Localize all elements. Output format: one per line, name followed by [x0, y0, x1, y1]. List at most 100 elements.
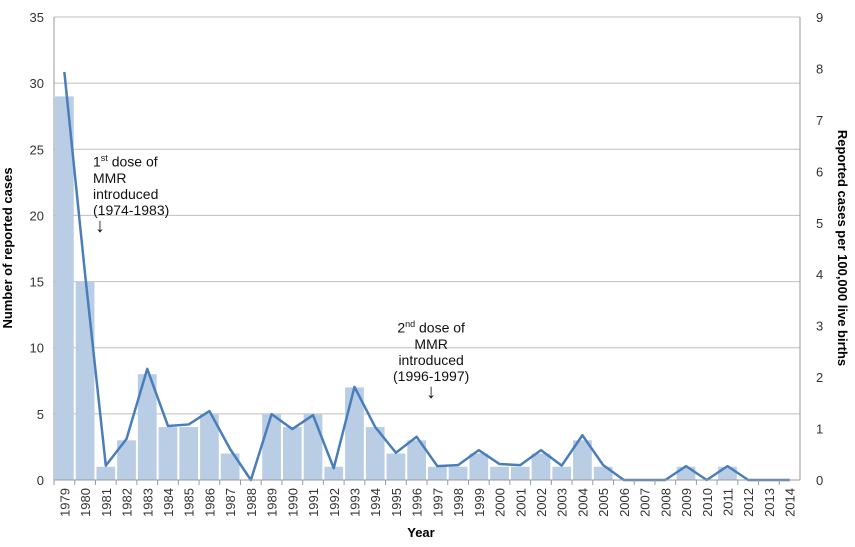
bar: [386, 453, 406, 480]
annotation-first-dose: 1st dose of MMR introduced (1974-1983) ↓: [93, 150, 170, 237]
x-tick-label: 1989: [265, 488, 280, 517]
x-tick-label: 2005: [596, 488, 611, 517]
annotation-sup: st: [100, 153, 108, 163]
x-tick-label: 2001: [513, 488, 528, 517]
x-tick-label: 1980: [78, 488, 93, 517]
x-axis-label: Year: [407, 525, 434, 540]
y2-tick-label: 7: [816, 113, 823, 128]
annotation-text: introduced: [398, 351, 464, 368]
x-tick-label: 1998: [451, 488, 466, 517]
x-tick-label: 2006: [617, 488, 632, 517]
x-tick-label: 2010: [700, 488, 715, 517]
bar: [200, 413, 219, 480]
x-tick-label: 1990: [285, 488, 300, 517]
bar: [676, 466, 696, 480]
x-tick-label: 1995: [389, 488, 404, 517]
x-tick-label: 2004: [575, 488, 590, 517]
bar: [55, 96, 74, 480]
bar: [718, 466, 737, 480]
y2-tick-label: 8: [816, 61, 823, 76]
x-tick-label: 2008: [658, 488, 673, 517]
x-tick-label: 2002: [534, 488, 549, 517]
bar: [448, 466, 468, 480]
bar: [365, 427, 385, 480]
x-tick-label: 1983: [140, 488, 155, 517]
bar: [137, 374, 157, 480]
x-tick-label: 1993: [347, 488, 362, 517]
x-tick-label: 1987: [223, 488, 238, 517]
y2-tick-label: 5: [816, 216, 823, 231]
x-tick-label: 1986: [202, 488, 217, 517]
bar: [573, 440, 592, 480]
y-tick-label: 15: [30, 275, 44, 290]
y2-tick-label: 3: [816, 319, 823, 334]
rate-line: [63, 71, 790, 482]
x-tick-label: 2014: [783, 488, 798, 517]
x-tick-label: 2009: [679, 488, 694, 517]
annotation-text: MMR: [414, 335, 448, 352]
x-tick-label: 1984: [161, 488, 176, 517]
x-tick-label: 1979: [57, 488, 72, 517]
x-tick-label: 1994: [368, 488, 383, 517]
bar: [407, 440, 426, 480]
annotation-text: (1974-1983): [93, 201, 170, 218]
y-tick-label: 35: [30, 10, 44, 25]
x-tick-label: 2011: [720, 488, 735, 516]
annotation-second-dose: 2nd dose of MMR introduced (1996-1997) ↓: [393, 316, 470, 403]
bar: [345, 387, 364, 480]
x-tick-label: 2000: [493, 488, 508, 517]
x-tick-label: 2007: [638, 488, 653, 517]
bar: [282, 427, 302, 480]
bar: [96, 466, 116, 480]
bar: [220, 453, 240, 480]
bar: [552, 466, 572, 480]
y-axis-label: Number of reported cases: [0, 167, 15, 328]
bar: [262, 413, 281, 480]
y2-tick-label: 6: [816, 164, 823, 179]
bar: [117, 440, 136, 480]
annotation-text: dose of: [107, 153, 158, 170]
bar: [531, 453, 551, 480]
y2-tick-label: 9: [816, 10, 823, 25]
bar: [179, 427, 199, 480]
annotation-text: dose of: [415, 319, 465, 336]
annotation-text: introduced: [93, 185, 159, 202]
x-tick-label: 1999: [472, 488, 487, 517]
y-tick-label: 5: [37, 407, 44, 422]
x-tick-label: 1992: [327, 488, 342, 517]
x-tick-label: 1981: [99, 488, 114, 517]
x-tick-label: 2012: [741, 488, 756, 517]
x-tick-label: 1982: [120, 488, 135, 517]
y-tick-label: 0: [37, 473, 44, 488]
x-tick-label: 1996: [410, 488, 425, 517]
x-tick-label: 2003: [555, 488, 570, 517]
annotation-text: (1996-1997): [393, 367, 470, 384]
y-tick-label: 10: [30, 341, 44, 356]
x-tick-label: 1997: [430, 488, 445, 517]
annotation-text: 2: [397, 319, 406, 336]
bar: [510, 466, 530, 480]
bar: [303, 413, 323, 480]
y2-tick-label: 4: [816, 267, 823, 282]
x-tick-label: 1985: [182, 488, 197, 517]
bar: [428, 466, 447, 480]
x-tick-label: 2013: [762, 488, 777, 517]
annotation-text: MMR: [93, 169, 127, 186]
y-tick-label: 30: [30, 76, 44, 91]
bar: [593, 466, 613, 480]
y-tick-label: 20: [30, 208, 44, 223]
arrow-down-icon: ↓: [95, 214, 105, 237]
arrow-down-icon: ↓: [426, 380, 437, 403]
bar: [158, 427, 178, 480]
bar: [490, 466, 509, 480]
annotation-text: 1: [93, 153, 101, 170]
y-tick-label: 25: [30, 142, 44, 157]
annotation-sup: nd: [405, 319, 416, 329]
bar: [75, 281, 95, 480]
x-tick-label: 1991: [306, 488, 321, 517]
y2-axis-label: Reported cases per 100,000 live births: [835, 130, 850, 366]
y2-tick-label: 2: [816, 370, 823, 385]
x-tick-label: 1988: [244, 488, 259, 517]
